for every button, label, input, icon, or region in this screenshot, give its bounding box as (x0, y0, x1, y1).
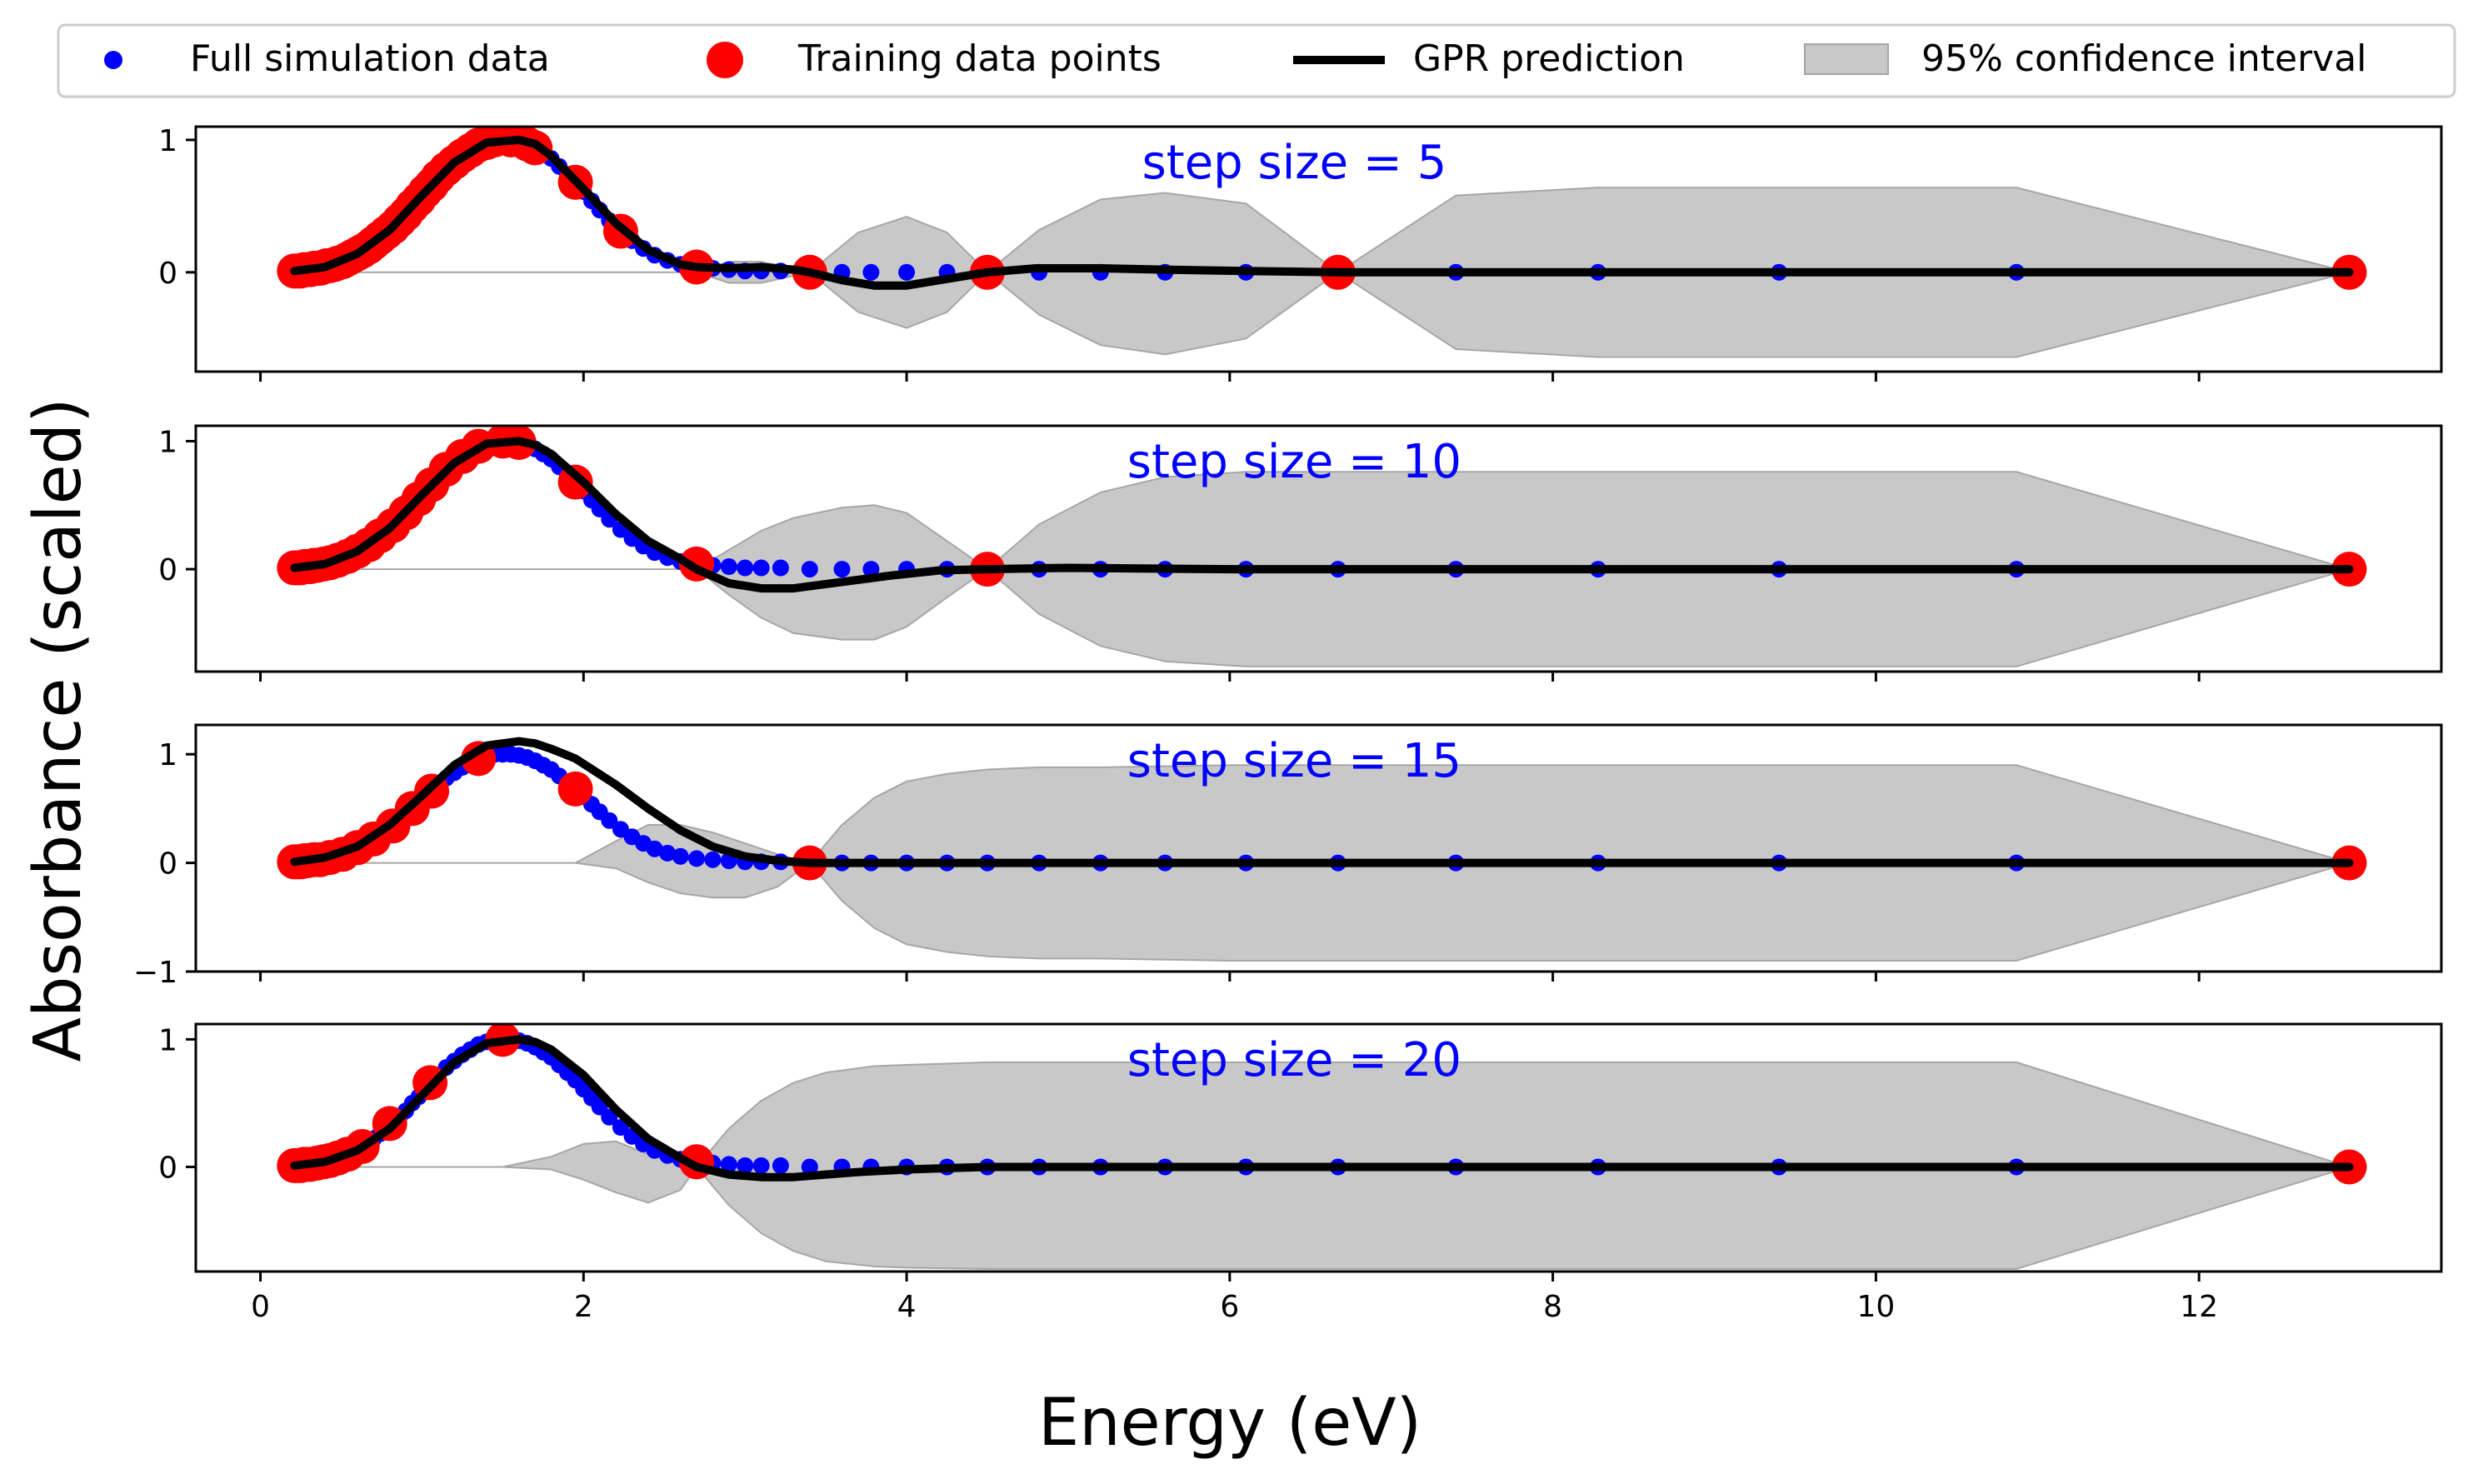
x-tick-label: 10 (1856, 1290, 1895, 1324)
legend-training-marker (707, 42, 743, 78)
simulation-point (737, 559, 754, 577)
simulation-point (801, 561, 818, 578)
panel-step-20: step size = 20 01 0 2 4 6 8 10 12 (158, 1022, 2443, 1324)
simulation-point (737, 1157, 754, 1174)
panel-step-10: step size = 10 01 (158, 424, 2443, 682)
x-tick-label: 6 (1220, 1290, 1239, 1324)
y-tick-label: 1 (158, 1023, 177, 1057)
simulation-point (772, 1157, 789, 1174)
simulation-point (752, 1157, 770, 1174)
panel-frame (194, 1022, 2443, 1273)
legend-simulation-marker (104, 51, 122, 69)
panel-step-label: step size = 15 (1127, 734, 1461, 788)
legend-training-label: Training data points (797, 37, 1162, 80)
panel-step-label: step size = 20 (1127, 1033, 1461, 1087)
x-axis (259, 972, 2201, 982)
training-point (557, 464, 593, 500)
panel-frame (194, 125, 2443, 373)
gpr-prediction-line (290, 737, 2354, 867)
x-tick-label: 12 (2180, 1290, 2218, 1324)
y-tick-label: 0 (158, 553, 177, 587)
simulation-point (704, 851, 722, 868)
simulation-point (752, 559, 770, 577)
panel-plot-area (277, 426, 2367, 667)
y-tick-label: 1 (158, 738, 177, 772)
panel-step-label: step size = 5 (1142, 136, 1447, 190)
simulation-point (772, 559, 789, 577)
simulation-point (862, 561, 880, 578)
gpr-prediction-line (290, 135, 2354, 290)
legend-confidence-patch (1804, 43, 1889, 75)
simulation-point (720, 558, 737, 575)
panel-plot-area (277, 127, 2367, 358)
y-tick-label: 0 (158, 1151, 177, 1185)
simulation-point (862, 263, 880, 281)
y-axis: 01 (158, 1023, 196, 1185)
y-tick-label: 1 (158, 425, 177, 459)
panel-step-5: step size = 5 01 (158, 124, 2443, 382)
x-axis-title: Energy (eV) (1038, 1386, 1421, 1461)
y-axis: 01 (158, 124, 196, 291)
panel-step-label: step size = 10 (1127, 435, 1461, 489)
simulation-point (898, 263, 916, 281)
y-axis: 01 (158, 425, 196, 587)
legend-confidence-label: 95% confidence interval (1921, 37, 2366, 80)
y-axis: −1 0 1 (133, 738, 196, 990)
y-tick-label: 1 (158, 124, 177, 158)
gpr-prediction-line (290, 1035, 2354, 1182)
x-tick-label: 8 (1543, 1290, 1562, 1324)
panel-step-15: step size = 15 −1 0 1 (133, 723, 2443, 990)
y-tick-label: 0 (158, 257, 177, 291)
x-tick-label: 0 (251, 1290, 270, 1324)
x-axis: 0 2 4 6 8 10 12 (251, 1272, 2218, 1324)
y-tick-label: 0 (158, 847, 177, 882)
panel-frame (194, 723, 2443, 973)
x-axis (259, 372, 2201, 382)
simulation-point (672, 847, 689, 865)
simulation-point (720, 1156, 737, 1173)
x-tick-label: 2 (574, 1290, 593, 1324)
legend-prediction-label: GPR prediction (1413, 37, 1685, 80)
simulation-point (833, 561, 851, 578)
panel-plot-area (277, 1024, 2367, 1270)
panel-plot-area (277, 737, 2367, 962)
training-point (557, 771, 593, 807)
y-tick-label: −1 (133, 956, 177, 990)
simulation-point (688, 850, 705, 867)
simulation-point (646, 840, 663, 857)
x-axis (259, 672, 2201, 682)
y-axis-title: Absorbance (scaled) (21, 397, 96, 1062)
panel-frame (194, 424, 2443, 673)
legend-simulation-label: Full simulation data (190, 37, 550, 80)
gpr-prediction-line (290, 437, 2354, 593)
legend-frame (57, 23, 2456, 98)
legend: Full simulation data Training data point… (57, 23, 2456, 98)
simulation-point (659, 844, 677, 862)
x-tick-label: 4 (897, 1290, 917, 1324)
simulation-point (801, 1158, 818, 1176)
simulation-point (601, 812, 618, 829)
